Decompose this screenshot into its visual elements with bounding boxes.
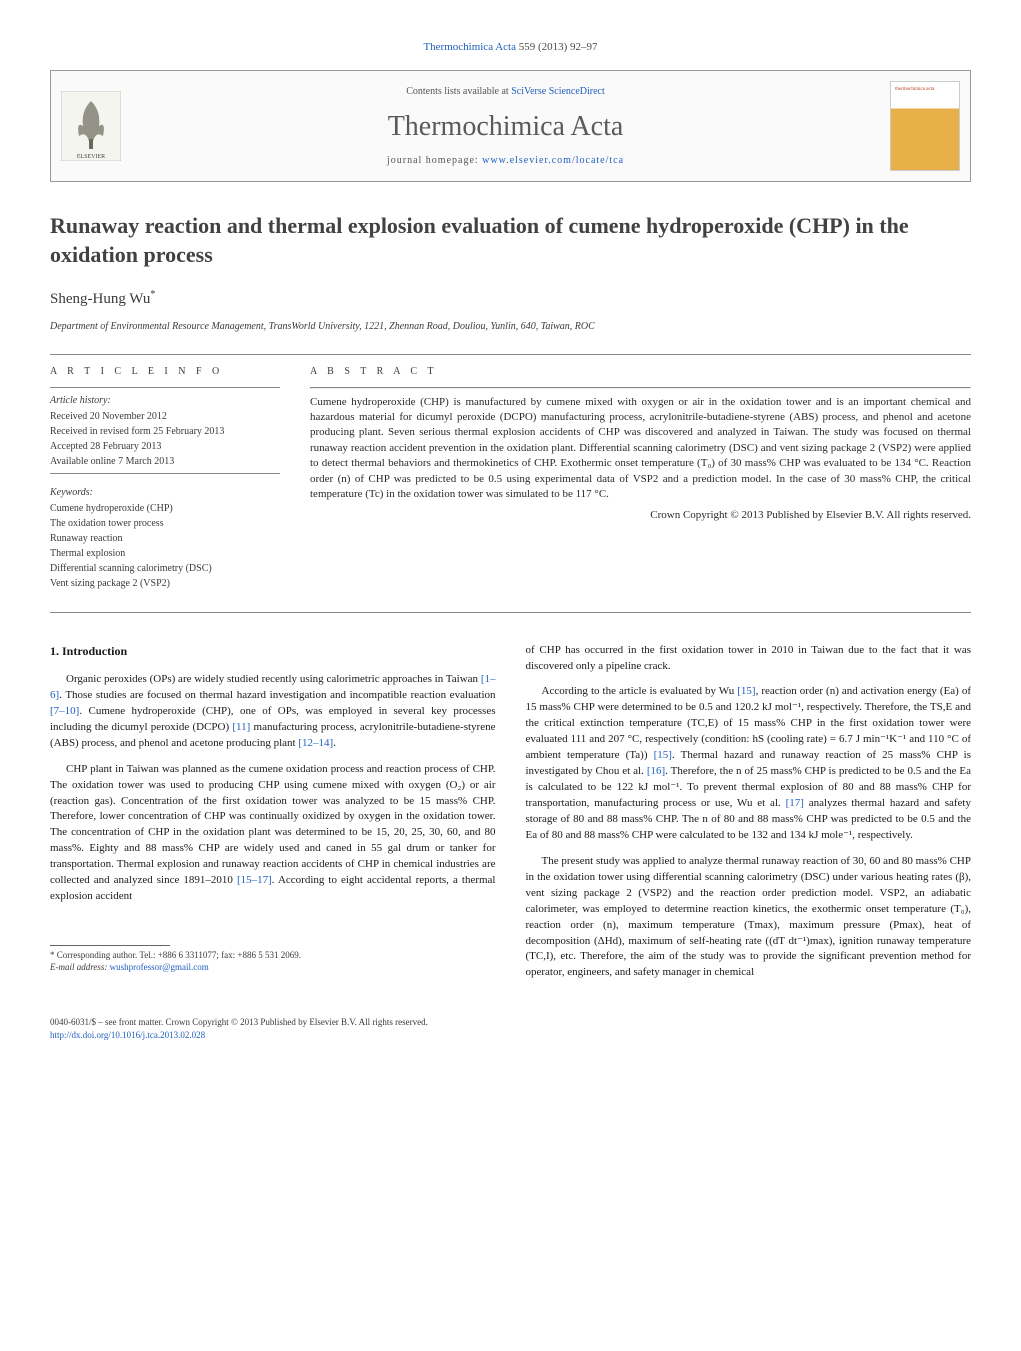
separator-top <box>50 354 971 355</box>
affiliation: Department of Environmental Resource Man… <box>50 320 971 334</box>
info-sep-2 <box>50 473 280 474</box>
article-info-column: a r t i c l e i n f o Article history: R… <box>50 365 280 592</box>
journal-header-center: Contents lists available at SciVerse Sci… <box>131 71 880 181</box>
keyword-6: Vent sizing package 2 (VSP2) <box>50 577 280 591</box>
doi-link[interactable]: http://dx.doi.org/10.1016/j.tca.2013.02.… <box>50 1030 205 1040</box>
ref-15b[interactable]: [15] <box>654 749 672 761</box>
right-column: of CHP has occurred in the first oxidati… <box>526 643 972 992</box>
keyword-5: Differential scanning calorimetry (DSC) <box>50 562 280 576</box>
accepted-date: Accepted 28 February 2013 <box>50 440 280 454</box>
section-1-heading: 1. Introduction <box>50 643 496 660</box>
author-corr-marker: * <box>150 289 155 300</box>
abstract-column: a b s t r a c t Cumene hydroperoxide (CH… <box>310 365 971 592</box>
body-two-columns: 1. Introduction Organic peroxides (OPs) … <box>50 643 971 992</box>
article-title: Runaway reaction and thermal explosion e… <box>50 212 971 269</box>
elsevier-tree-logo: ELSEVIER <box>61 91 121 161</box>
journal-ref-link[interactable]: Thermochimica Acta <box>423 41 516 53</box>
p1b: . Those studies are focused on thermal h… <box>59 689 495 701</box>
rp2a: According to the article is evaluated by… <box>542 685 738 697</box>
author-name: Sheng-Hung Wu <box>50 291 150 307</box>
svg-text:ELSEVIER: ELSEVIER <box>77 154 105 160</box>
contents-prefix: Contents lists available at <box>406 86 511 97</box>
journal-header-box: ELSEVIER Contents lists available at Sci… <box>50 70 971 182</box>
p2a: CHP plant in Taiwan was planned as the c… <box>50 763 496 887</box>
abstract-heading: a b s t r a c t <box>310 365 971 379</box>
ref-15-17[interactable]: [15–17] <box>237 874 272 886</box>
journal-reference: Thermochimica Acta 559 (2013) 92–97 <box>50 40 971 55</box>
online-date: Available online 7 March 2013 <box>50 455 280 469</box>
author-line: Sheng-Hung Wu* <box>50 288 971 310</box>
issn-line: 0040-6031/$ – see front matter. Crown Co… <box>50 1016 971 1029</box>
ref-12-14[interactable]: [12–14] <box>298 737 333 749</box>
ref-7-10[interactable]: [7–10] <box>50 705 79 717</box>
right-para-3: The present study was applied to analyze… <box>526 854 972 982</box>
received-date: Received 20 November 2012 <box>50 410 280 424</box>
keyword-1: Cumene hydroperoxide (CHP) <box>50 502 280 516</box>
journal-name: Thermochimica Acta <box>131 107 880 146</box>
right-para-1: of CHP has occurred in the first oxidati… <box>526 643 972 675</box>
homepage-link[interactable]: www.elsevier.com/locate/tca <box>482 155 624 166</box>
email-line: E-mail address: wushprofessor@gmail.com <box>50 962 496 974</box>
separator-mid <box>50 612 971 613</box>
cover-thumb-cell <box>880 71 970 181</box>
intro-para-1: Organic peroxides (OPs) are widely studi… <box>50 672 496 752</box>
corr-author-line: * Corresponding author. Tel.: +886 6 331… <box>50 950 496 962</box>
sciencedirect-link[interactable]: SciVerse ScienceDirect <box>511 86 605 97</box>
abstract-copyright: Crown Copyright © 2013 Published by Else… <box>310 508 971 523</box>
ref-17[interactable]: [17] <box>786 797 804 809</box>
page-footer: 0040-6031/$ – see front matter. Crown Co… <box>50 1016 971 1041</box>
homepage-line: journal homepage: www.elsevier.com/locat… <box>131 154 880 168</box>
keywords-label: Keywords: <box>50 486 280 500</box>
info-abstract-row: a r t i c l e i n f o Article history: R… <box>50 365 971 592</box>
ref-16[interactable]: [16] <box>647 765 665 777</box>
p1e: . <box>333 737 336 749</box>
right-para-2: According to the article is evaluated by… <box>526 684 972 843</box>
email-link[interactable]: wushprofessor@gmail.com <box>110 962 209 972</box>
info-sep-1 <box>50 387 280 388</box>
article-info-heading: a r t i c l e i n f o <box>50 365 280 379</box>
p1a: Organic peroxides (OPs) are widely studi… <box>66 673 481 685</box>
contents-lists-line: Contents lists available at SciVerse Sci… <box>131 85 880 99</box>
left-column: 1. Introduction Organic peroxides (OPs) … <box>50 643 496 992</box>
abstract-text: Cumene hydroperoxide (CHP) is manufactur… <box>310 395 971 503</box>
journal-cover-thumbnail <box>890 81 960 171</box>
article-history-label: Article history: <box>50 394 280 408</box>
homepage-prefix: journal homepage: <box>387 155 482 166</box>
ref-15a[interactable]: [15] <box>737 685 755 697</box>
email-label: E-mail address: <box>50 962 110 972</box>
intro-para-2: CHP plant in Taiwan was planned as the c… <box>50 762 496 905</box>
footnote-separator <box>50 945 170 946</box>
journal-ref-pages: 559 (2013) 92–97 <box>516 41 598 53</box>
publisher-logo-cell: ELSEVIER <box>51 71 131 181</box>
corresponding-author-footnote: * Corresponding author. Tel.: +886 6 331… <box>50 950 496 973</box>
keyword-2: The oxidation tower process <box>50 517 280 531</box>
ref-11[interactable]: [11] <box>232 721 250 733</box>
keyword-3: Runaway reaction <box>50 532 280 546</box>
keyword-4: Thermal explosion <box>50 547 280 561</box>
revised-date: Received in revised form 25 February 201… <box>50 425 280 439</box>
abstract-sep <box>310 387 971 389</box>
